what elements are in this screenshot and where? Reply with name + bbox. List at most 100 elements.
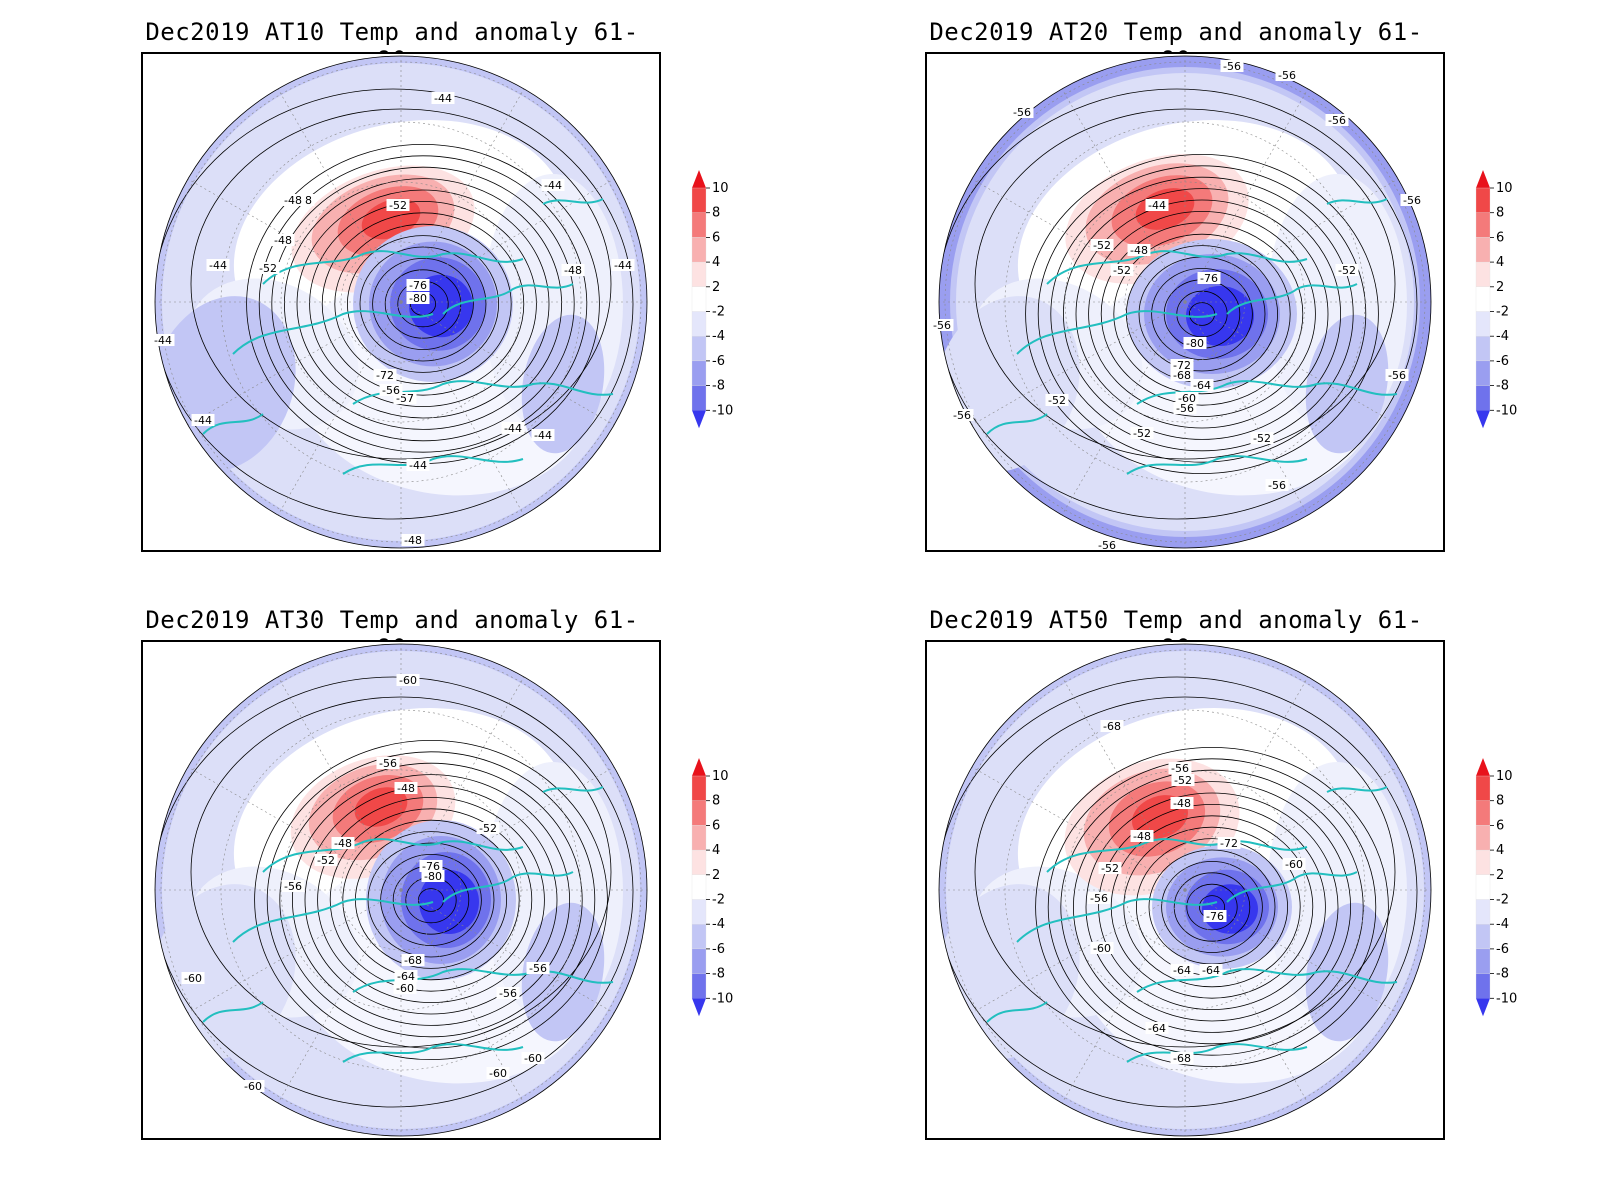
contour-label: -56 (1013, 106, 1031, 119)
contour-label: -56 (953, 409, 971, 422)
contour-label: -48 (1173, 797, 1191, 810)
colorbar-tick-label: 6 (1496, 230, 1504, 245)
contour-label: -56 (1090, 892, 1108, 905)
contour-label: -56 (284, 880, 302, 893)
contour-label: -44 (434, 92, 452, 105)
contour-label: -56 (1098, 539, 1116, 550)
colorbar-tick-label: -8 (712, 379, 725, 394)
colorbar-tick-label: 6 (712, 230, 720, 245)
colorbar-tick-label: 8 (712, 206, 720, 221)
colorbar-swatch (1475, 825, 1491, 851)
colorbar-tick-label: 8 (712, 794, 720, 809)
colorbar-swatch (1475, 849, 1491, 875)
contour-label: -48 (1133, 830, 1151, 843)
polar-map-svg: -44-44-44-44-44-44-44-44-44-44-48-48-48-… (151, 55, 648, 549)
colorbar-swatch (1475, 360, 1491, 386)
contour-label: -56 (529, 962, 547, 975)
contour-label: -64 (1148, 1022, 1166, 1035)
colorbar-tick-label: -4 (712, 329, 725, 344)
contour-label: -52 (1048, 394, 1066, 407)
contour-label: -52 (1338, 264, 1356, 277)
polar-map-at20: -56 -56 -56 -56 -56 -56 -56 -56 -56 -56 -52 -52 -52-… (925, 52, 1445, 552)
contour-label: -44 (614, 259, 632, 272)
colorbar-tick-label: 10 (712, 769, 729, 784)
contour-label: -60 (184, 972, 202, 985)
colorbar-swatch (1475, 286, 1491, 312)
colorbar-at50: 10 8 6 4 2 -2 -4 -6 -8 -10 (1470, 756, 1540, 1046)
colorbar-swatch (691, 800, 707, 826)
colorbar-swatch (691, 237, 707, 263)
colorbar-at20: 10 8 6 4 2 -2 -4 -6 -8 -10 (1470, 168, 1540, 458)
contour-label: -56 (379, 757, 397, 770)
contour-label: -44 (209, 259, 227, 272)
contour-label: -64 (1202, 964, 1220, 977)
colorbar-tick-label: 8 (1496, 206, 1504, 221)
colorbar-swatch (691, 360, 707, 386)
contour-label: -44 (1148, 199, 1166, 212)
colorbar-swatch (691, 899, 707, 925)
colorbar-tick-label: -10 (1496, 991, 1517, 1006)
colorbar-tick-label: -2 (1496, 305, 1509, 320)
contour-label: -48 (274, 234, 292, 247)
contour-label: -52 (259, 262, 277, 275)
colorbar-tick-label: -2 (1496, 893, 1509, 908)
contour-label: -60 (524, 1052, 542, 1065)
colorbar-tick-label: 6 (712, 818, 720, 833)
contour-label: -56 (382, 384, 400, 397)
contour-label: -48 (564, 264, 582, 277)
contour-label: -68 (404, 954, 422, 967)
contour-label: -60 (489, 1067, 507, 1080)
contour-label: -52 (1093, 239, 1111, 252)
contour-label: -44 (409, 459, 427, 472)
contour-label: -52 (1133, 427, 1151, 440)
contour-label: -60 (396, 982, 414, 995)
colorbar-tick-label: 4 (1496, 843, 1504, 858)
polar-map-at10: -44-44-44-44-44-44-44-44-44-44-48-48-48-… (141, 52, 661, 552)
contour-label: -44 (194, 414, 212, 427)
contour-label: -60 (399, 674, 417, 687)
colorbar-swatch (691, 311, 707, 337)
colorbar-swatch (1475, 800, 1491, 826)
contour-label: -56 (499, 987, 517, 1000)
contour-label: -60 (244, 1080, 262, 1093)
contour-label: -52 (389, 199, 407, 212)
colorbar-bottom-arrow (1476, 410, 1490, 429)
colorbar-top-arrow (692, 758, 706, 776)
colorbar-tick-label: 2 (1496, 280, 1504, 295)
contour-label: -52 (1253, 432, 1271, 445)
colorbar-tick-label: 10 (1496, 181, 1513, 196)
contour-label: -80 (409, 292, 427, 305)
colorbar-swatch (691, 212, 707, 238)
polar-map-svg: -68-68-64-64-60-60-56-56-52-52-48-48-76-… (938, 643, 1432, 1137)
colorbar-tick-label: -10 (712, 991, 733, 1006)
contour-label: -48 (334, 837, 352, 850)
contour-label: -64 (1193, 379, 1211, 392)
colorbar-swatch (1475, 899, 1491, 925)
contour-label: -52 (1101, 862, 1119, 875)
colorbar-tick-label: 2 (1496, 868, 1504, 883)
colorbar-tick-label: -8 (1496, 379, 1509, 394)
colorbar-swatch (691, 825, 707, 851)
contour-label: -56 (1176, 402, 1194, 415)
contour-label: -60 (1178, 392, 1196, 405)
contour-label: -44 (504, 422, 522, 435)
colorbar-swatch (691, 973, 707, 999)
colorbar-tick-label: -6 (712, 942, 725, 957)
colorbar-swatch (691, 261, 707, 287)
colorbar-swatch (1475, 775, 1491, 801)
colorbar-swatch (1475, 948, 1491, 974)
contour-label: -72 (376, 369, 394, 382)
colorbar-tick-label: -4 (1496, 917, 1509, 932)
contour-label: -44 (544, 179, 562, 192)
colorbar-tick-label: -8 (712, 967, 725, 982)
colorbar-tick-label: -6 (1496, 354, 1509, 369)
contour-label: -48 (397, 782, 415, 795)
contour-label: -52 (1113, 264, 1131, 277)
polar-map-svg: -60 -60 -60 -60 -60 -60 -56 -56 -56 -56 -52 -52 -48 -… (154, 643, 648, 1137)
polar-map-svg: -56-56-56-56-56-56-56-56-56-56-52-52 -52-… (930, 55, 1432, 550)
colorbar-swatch (691, 775, 707, 801)
colorbar-swatch (1475, 924, 1491, 950)
colorbar-at30: 10 8 6 4 2 -2 -4 -6 -8 -10 (686, 756, 756, 1046)
colorbar-swatch (691, 924, 707, 950)
polar-map-at50: -68 -68 -64 -64 -60 -60 -56 -56 -52 -52 -48 -48 -76-… (925, 640, 1445, 1140)
